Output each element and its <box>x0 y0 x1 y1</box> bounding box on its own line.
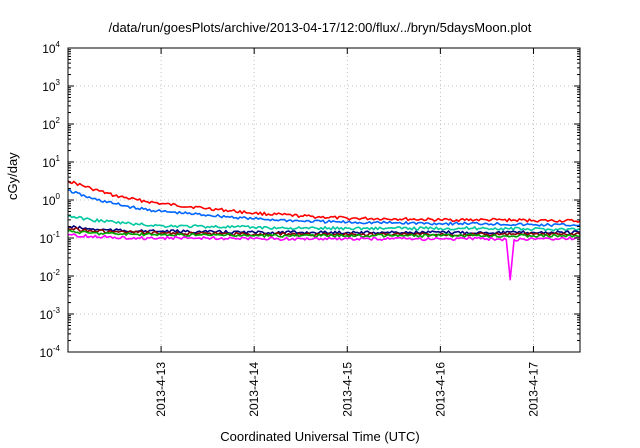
series-line-3 <box>67 215 580 232</box>
y-tick-label: 10-4 <box>40 344 61 360</box>
y-tick-label: 10-1 <box>40 230 61 246</box>
x-tick-label: 2013-4-14 <box>247 362 261 417</box>
x-tick-label: 2013-4-17 <box>526 362 540 417</box>
chart-title: /data/run/goesPlots/archive/2013-04-17/1… <box>108 20 532 35</box>
y-tick-label: 103 <box>42 78 60 94</box>
x-tick-label: 2013-4-15 <box>340 362 354 417</box>
y-tick-label: 10-2 <box>40 268 61 284</box>
y-tick-label: 104 <box>42 40 60 56</box>
y-tick-label: 102 <box>42 116 60 132</box>
series-line-2 <box>67 189 581 227</box>
x-tick-label: 2013-4-16 <box>433 362 447 417</box>
series-layer <box>67 180 581 281</box>
series-line-6 <box>67 229 581 238</box>
y-tick-label: 10-3 <box>40 306 61 322</box>
y-tick-label: 101 <box>42 154 60 170</box>
x-axis-label: Coordinated Universal Time (UTC) <box>220 429 420 444</box>
y-tick-label: 100 <box>42 192 60 208</box>
series-line-4 <box>67 225 581 235</box>
x-tick-label: 2013-4-13 <box>154 362 168 417</box>
axes: 10-4 10-3 10-2 10-1 100 101 102 103 104 2013-4-13… <box>40 40 580 417</box>
series-line-7 <box>67 233 581 281</box>
grid <box>68 48 580 352</box>
series-line-1 <box>67 180 581 223</box>
